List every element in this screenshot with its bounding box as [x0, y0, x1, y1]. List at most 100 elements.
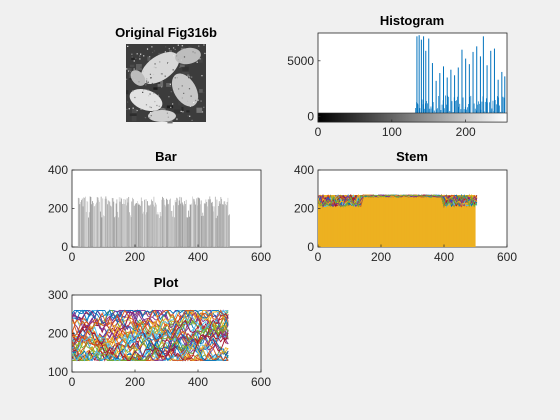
photo-speckle-dot: [199, 58, 200, 59]
histogram-title: Histogram: [380, 13, 444, 28]
photo-speckle-dot: [129, 108, 130, 109]
photo-speckle-dot: [134, 97, 135, 98]
photo-speckle-dot: [198, 100, 199, 101]
photo-speckle-dot: [153, 74, 154, 75]
x-tick-label: 200: [125, 250, 145, 264]
photo-speckle-dot: [190, 106, 191, 107]
photo-speckle-dot: [175, 49, 176, 50]
x-tick-label: 100: [382, 125, 402, 139]
photo-speckle-dot: [201, 75, 202, 76]
photo-pixel: [153, 87, 157, 89]
x-tick-label: 400: [188, 250, 208, 264]
photo-speckle-dot: [182, 85, 183, 86]
stem-panel: Stem 0 200 400 600 0 200 400: [294, 149, 517, 264]
photo-speckle-dot: [202, 111, 203, 112]
stem-title: Stem: [396, 149, 428, 164]
photo-pixel: [132, 109, 137, 113]
photo-speckle-dot: [186, 50, 187, 51]
photo-speckle-dot: [139, 55, 140, 56]
photo-speckle-dot: [171, 91, 172, 92]
photo-speckle-dot: [130, 71, 131, 72]
photo-speckle-dot: [189, 76, 190, 77]
photo-speckle-dot: [158, 95, 159, 96]
photo-speckle-dot: [148, 95, 149, 96]
photo-speckle-dot: [134, 79, 135, 80]
y-tick-label: 400: [48, 163, 68, 177]
photo-speckle-dot: [181, 60, 182, 61]
photo-speckle-dot: [140, 109, 141, 110]
x-tick-label: 0: [69, 250, 76, 264]
photo-speckle-dot: [194, 52, 195, 53]
photo-speckle-dot: [165, 76, 166, 77]
photo-pixel: [130, 65, 134, 67]
photo-speckle-dot: [154, 63, 155, 64]
x-tick-label: 0: [315, 250, 322, 264]
photo-speckle-dot: [137, 53, 138, 54]
photo-speckle-dot: [178, 88, 179, 89]
x-tick-label: 200: [125, 375, 145, 389]
y-tick-label: 5000: [287, 54, 314, 68]
photo-speckle-dot: [155, 67, 156, 68]
photo-speckle-dot: [189, 97, 190, 98]
photo-speckle-dot: [146, 82, 147, 83]
photo-speckle-dot: [156, 105, 157, 106]
photo-speckle-dot: [169, 48, 170, 49]
photo-speckle-dot: [197, 62, 198, 63]
photo-speckle-dot: [204, 53, 205, 54]
x-tick-label: 200: [371, 250, 391, 264]
photo-speckle-dot: [168, 63, 169, 64]
photo-speckle-dot: [161, 73, 162, 74]
plot-panel: Plot 0 200 400 600 100 200 300: [48, 275, 271, 389]
photo-speckle-dot: [154, 50, 155, 51]
photo-speckle-dot: [146, 81, 147, 82]
y-tick-label: 100: [48, 365, 68, 379]
photo-pixel: [166, 83, 171, 87]
plot-title: Plot: [154, 275, 179, 290]
photo-speckle-dot: [178, 59, 179, 60]
photo-speckle-dot: [182, 45, 183, 46]
x-tick-label: 600: [251, 250, 271, 264]
photo-speckle-dot: [182, 111, 183, 112]
photo-speckle-dot: [126, 109, 127, 110]
photo-pixel: [182, 67, 189, 72]
y-tick-label: 0: [307, 240, 314, 254]
photo-speckle-dot: [203, 44, 204, 45]
image-title: Original Fig316b: [115, 25, 217, 40]
photo-speckle-dot: [165, 46, 166, 47]
photo-speckle-dot: [161, 86, 162, 87]
photo-speckle-dot: [189, 116, 190, 117]
y-tick-label: 0: [307, 109, 314, 123]
x-tick-label: 200: [456, 125, 476, 139]
x-tick-label: 0: [315, 125, 322, 139]
photo-speckle-dot: [176, 118, 177, 119]
photo-pixel: [186, 110, 189, 112]
image-panel: Original Fig316b: [115, 25, 217, 123]
y-tick-label: 200: [294, 202, 314, 216]
bean-5: [148, 110, 176, 122]
x-tick-label: 600: [251, 375, 271, 389]
photo-speckle-dot: [203, 107, 204, 108]
photo-speckle-dot: [203, 92, 204, 93]
photo-speckle-dot: [200, 100, 201, 101]
photo-speckle-dot: [134, 68, 135, 69]
photo-speckle-dot: [132, 90, 133, 91]
photo-pixel: [174, 110, 181, 114]
photo-speckle-dot: [135, 58, 136, 59]
photo-speckle-dot: [150, 74, 151, 75]
photo-speckle-dot: [181, 111, 182, 112]
photo-speckle-dot: [170, 84, 171, 85]
x-tick-label: 400: [434, 250, 454, 264]
y-tick-label: 200: [48, 202, 68, 216]
stem-lines: [318, 195, 477, 247]
photo-speckle-dot: [127, 101, 128, 102]
photo-speckle-dot: [175, 52, 176, 53]
y-tick-label: 0: [61, 240, 68, 254]
plot-lines: [72, 310, 228, 360]
photo-speckle-dot: [188, 115, 189, 116]
photo-pixel: [131, 58, 135, 60]
photo-speckle-dot: [149, 106, 150, 107]
photo-speckle-dot: [198, 45, 199, 46]
photo-speckle-dot: [131, 75, 132, 76]
photo-speckle-dot: [189, 88, 190, 89]
photo-pixel: [132, 116, 137, 121]
